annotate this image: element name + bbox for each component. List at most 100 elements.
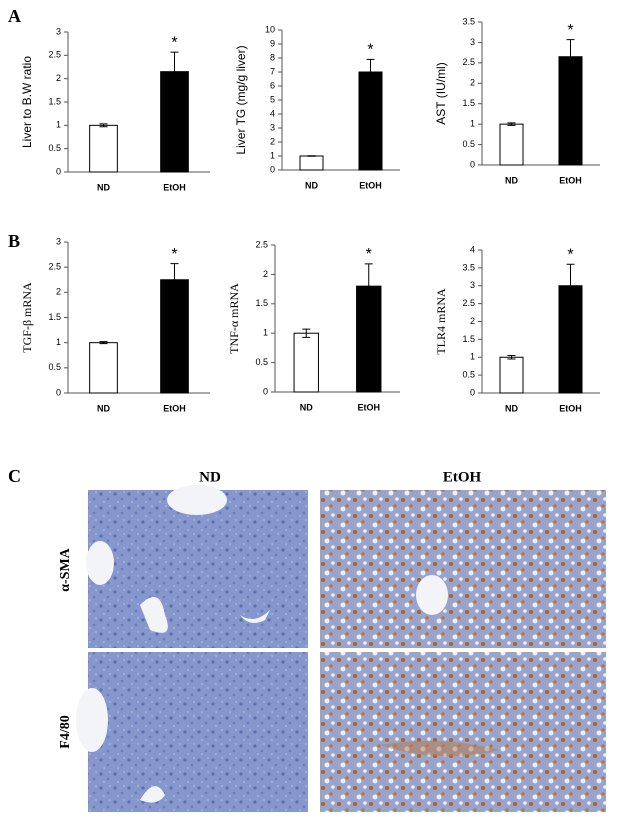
annotation: * — [171, 34, 177, 51]
panel-label: A — [8, 6, 21, 26]
bar — [89, 342, 118, 394]
x-tick-label: ND — [305, 180, 318, 190]
x-tick-label: EtOH — [358, 402, 381, 412]
x-tick-label: EtOH — [359, 180, 382, 190]
error-bar — [302, 328, 311, 338]
error-bar — [170, 263, 179, 297]
y-tick-label: 0.5 — [48, 143, 61, 153]
y-tick-label: 10 — [265, 24, 275, 34]
error-bar — [170, 51, 179, 92]
column-label: ND — [199, 469, 221, 485]
error-bar — [366, 58, 375, 86]
x-tick-label: ND — [97, 182, 110, 192]
bar — [499, 356, 524, 394]
y-tick-label: 1.5 — [255, 298, 268, 308]
y-tick-label: 4 — [270, 108, 275, 118]
y-tick-label: 3.5 — [462, 16, 475, 26]
y-tick-label: 2 — [470, 316, 475, 326]
y-tick-label: 3.5 — [462, 262, 475, 272]
error-bar — [507, 354, 516, 360]
x-tick-label: EtOH — [559, 403, 582, 413]
annotation: * — [171, 246, 177, 263]
y-tick-label: 1 — [470, 352, 475, 362]
bar — [160, 279, 189, 394]
y-tick-label: 2.5 — [462, 298, 475, 308]
micrograph — [76, 652, 308, 812]
x-tick-label: ND — [97, 403, 110, 413]
bar — [358, 71, 383, 171]
y-tick-label: 2.5 — [255, 239, 268, 249]
y-tick-label: 2.5 — [48, 50, 61, 60]
y-tick-label: 2.5 — [48, 262, 61, 272]
y-tick-label: 3 — [470, 37, 475, 47]
y-tick-label: 1.5 — [48, 312, 61, 322]
micrograph — [320, 490, 606, 648]
micrograph — [86, 485, 308, 648]
y-tick-label: 1.5 — [48, 96, 61, 106]
x-tick-label: EtOH — [163, 182, 186, 192]
x-tick-label: ND — [505, 403, 518, 413]
y-tick-label: 1 — [263, 328, 268, 338]
y-tick-label: 3 — [470, 280, 475, 290]
panel-label: C — [8, 466, 21, 486]
y-axis-label: TGF-β mRNA — [20, 282, 34, 353]
micrograph — [320, 652, 606, 812]
y-axis-label: TNF-α mRNA — [227, 283, 241, 354]
annotation: * — [567, 247, 573, 264]
panel-label: B — [8, 231, 20, 251]
bar — [499, 123, 524, 166]
y-tick-label: 3 — [56, 26, 61, 36]
bar — [299, 155, 324, 171]
error-bar — [566, 39, 575, 75]
y-tick-label: 0.5 — [255, 357, 268, 367]
error-bar — [364, 263, 373, 310]
error-bar — [99, 341, 108, 345]
y-tick-label: 3 — [270, 122, 275, 132]
y-axis-label: TLR4 mRNA — [434, 288, 448, 355]
y-tick-label: 0 — [270, 164, 275, 174]
x-tick-label: EtOH — [163, 403, 186, 413]
y-tick-label: 3 — [56, 236, 61, 246]
error-bar — [507, 122, 516, 126]
y-tick-label: 2 — [56, 73, 61, 83]
annotation: * — [366, 246, 372, 263]
y-tick-label: 0.5 — [462, 370, 475, 380]
y-tick-label: 0 — [56, 166, 61, 176]
y-axis-label: Liver to B.W ratio — [20, 56, 34, 148]
x-tick-label: ND — [505, 175, 518, 185]
y-tick-label: 8 — [270, 52, 275, 62]
y-tick-label: 2 — [56, 287, 61, 297]
bar — [293, 332, 319, 393]
annotation: * — [567, 22, 573, 39]
y-tick-label: 2 — [270, 136, 275, 146]
y-axis-label: Liver TG (mg/g liver) — [234, 45, 248, 154]
error-bar — [566, 263, 575, 308]
y-tick-label: 1 — [56, 337, 61, 347]
y-tick-label: 2 — [470, 78, 475, 88]
y-tick-label: 1 — [470, 119, 475, 129]
y-tick-label: 2.5 — [462, 57, 475, 67]
y-tick-label: 0.5 — [48, 362, 61, 372]
column-label: EtOH — [443, 469, 482, 485]
y-tick-label: 9 — [270, 38, 275, 48]
annotation: * — [367, 42, 373, 59]
y-tick-label: 0 — [470, 387, 475, 397]
y-tick-label: 0 — [470, 159, 475, 169]
x-tick-label: EtOH — [559, 175, 582, 185]
y-tick-label: 5 — [270, 94, 275, 104]
y-tick-label: 4 — [470, 244, 475, 254]
error-bar — [307, 155, 316, 157]
y-axis-label: AST (IU/ml) — [434, 62, 448, 124]
y-tick-label: 0 — [263, 386, 268, 396]
y-tick-label: 1 — [56, 120, 61, 130]
error-bar — [99, 123, 108, 128]
y-tick-label: 0.5 — [462, 139, 475, 149]
row-label: F4/80 — [58, 715, 73, 748]
y-tick-label: 7 — [270, 66, 275, 76]
y-tick-label: 1.5 — [462, 334, 475, 344]
y-tick-label: 1.5 — [462, 98, 475, 108]
x-tick-label: ND — [300, 402, 313, 412]
y-tick-label: 6 — [270, 80, 275, 90]
y-tick-label: 1 — [270, 150, 275, 160]
